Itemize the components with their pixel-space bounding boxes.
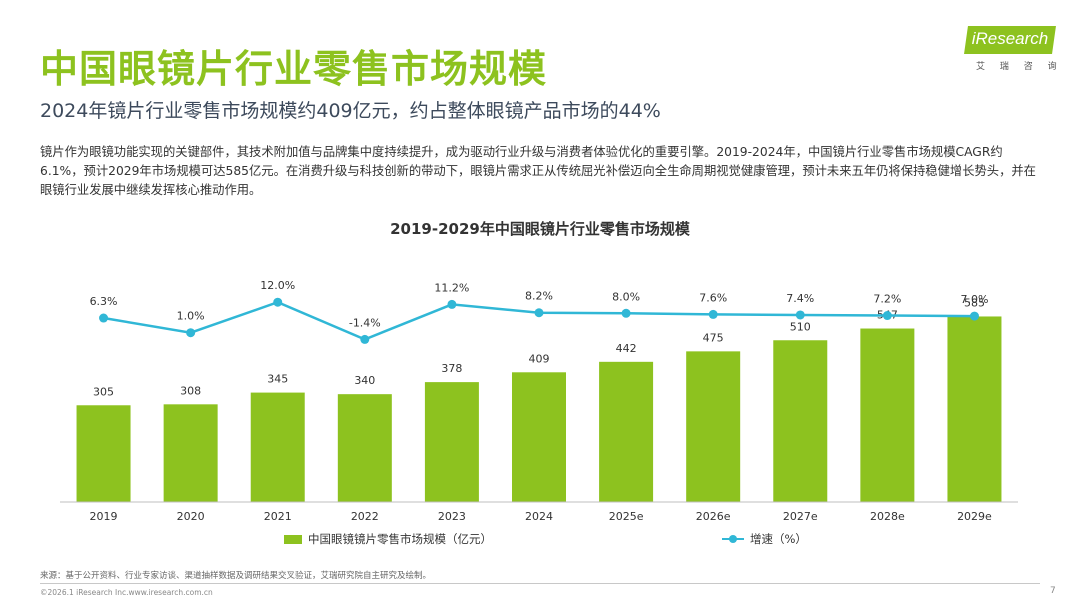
page-title: 中国眼镜片行业零售市场规模 [40,47,548,91]
bar-2029e [947,316,1002,502]
legend-item-growth: 增速（%） [722,531,807,547]
growth-rate-line [103,300,975,341]
bar-2027e [773,340,828,502]
growth-point-2022 [360,334,370,344]
bar-value-label-2020: 308 [180,384,201,397]
growth-point-2023 [447,299,457,309]
bar-2019 [76,405,131,502]
bar-2025e [599,361,654,502]
bar-2024 [512,372,566,502]
iresearch-logo: iResearch 艾 瑞 咨 询 [962,26,1058,76]
bar-2021 [250,392,305,502]
logo-tagline: 艾 瑞 咨 询 [976,62,1063,72]
growth-label-2029e: 7.0% [960,293,988,306]
page-subtitle: 2024年镜片行业零售市场规模约409亿元，约占整体眼镜产品市场的44% [40,100,661,122]
bar-value-label-2023: 378 [441,362,462,375]
growth-label-2023: 11.2% [434,281,469,294]
x-tick-label-2028e: 2028e [870,510,905,523]
bar-2023 [424,382,479,502]
bar-value-label-2024: 409 [529,352,550,365]
growth-label-2021: 12.0% [260,279,295,292]
growth-label-2027e: 7.4% [786,292,814,305]
bar-2028e [860,328,915,502]
growth-point-2029e [969,311,979,321]
growth-label-2028e: 7.2% [873,293,901,306]
growth-label-2025e: 8.0% [612,290,640,303]
x-tick-label-2027e: 2027e [783,510,818,523]
growth-point-2027e [795,310,805,320]
x-tick-label-2025e: 2025e [609,510,644,523]
legend-bar-swatch [284,534,302,544]
growth-point-2019 [99,313,109,323]
bar-value-label-2021: 345 [267,373,288,386]
legend-label-market-size: 中国眼镜镜片零售市场规模（亿元） [308,532,492,546]
growth-point-2021 [273,297,283,307]
market-size-chart: 305 2019 308 2020 345 2021 340 2022 378 2023 409 20… [60,279,1018,523]
growth-point-2024 [534,308,544,318]
growth-point-2026e [708,309,718,319]
chart-title: 2019-2029年中国眼镜片行业零售市场规模 [390,220,690,238]
x-tick-label-2024: 2024 [525,510,553,523]
growth-label-2020: 1.0% [177,310,205,323]
x-tick-label-2022: 2022 [351,510,379,523]
growth-label-2019: 6.3% [90,295,118,308]
bar-value-label-2019: 305 [93,385,114,398]
x-tick-label-2019: 2019 [90,510,118,523]
bar-value-label-2026e: 475 [703,331,724,344]
bar-value-label-2025e: 442 [616,342,637,355]
bar-value-label-2027e: 510 [790,320,811,333]
bar-2026e [686,351,741,502]
legend-label-growth: 增速（%） [750,532,807,546]
x-tick-label-2026e: 2026e [696,510,731,523]
footer-divider [40,583,1040,584]
growth-point-2028e [882,311,892,321]
legend-item-market-size: 中国眼镜镜片零售市场规模（亿元） [284,531,492,547]
logo-brand-text: iResearch [971,29,1049,48]
bar-value-label-2022: 340 [354,374,375,387]
x-tick-label-2023: 2023 [438,510,466,523]
growth-point-2025e [621,308,631,318]
bar-2020 [163,404,218,502]
growth-label-2022: -1.4% [349,316,381,329]
page-number: 7 [1050,586,1056,596]
x-tick-label-2021: 2021 [264,510,292,523]
source-note: 来源：基于公开资料、行业专家访谈、渠道抽样数据及调研结果交叉验证，艾瑞研究院自主… [40,571,432,581]
growth-label-2024: 8.2% [525,290,553,303]
bar-value-label-2029e: 585 [964,296,985,309]
x-tick-label-2020: 2020 [177,510,205,523]
chart-legend: 中国眼镜镜片零售市场规模（亿元） 增速（%） [0,531,1080,549]
growth-point-2020 [186,328,196,338]
legend-line-swatch [722,534,744,544]
copyright-text: ©2026.1 iResearch Inc.www.iresearch.com.… [40,588,213,597]
x-tick-label-2029e: 2029e [957,510,992,523]
description-paragraph: 镜片作为眼镜功能实现的关键部件，其技术附加值与品牌集中度持续提升，成为驱动行业升… [40,145,1036,197]
bar-2022 [337,394,392,502]
growth-label-2026e: 7.6% [699,291,727,304]
